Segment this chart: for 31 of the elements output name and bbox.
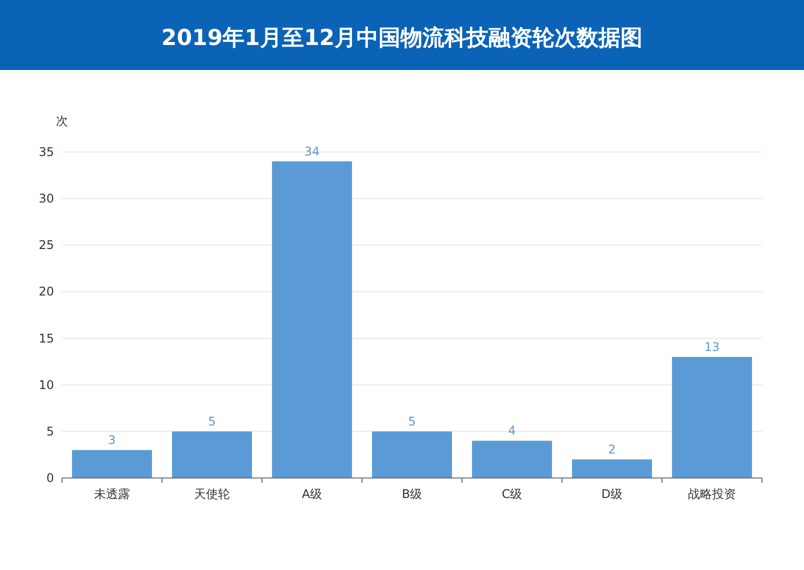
bar <box>672 356 752 478</box>
bar <box>72 450 152 478</box>
y-tick-label: 20 <box>38 284 54 299</box>
bar <box>172 431 252 478</box>
x-tick-label: B级 <box>402 487 422 501</box>
y-axis-title: 次 <box>56 114 68 128</box>
x-tick-label: C级 <box>502 487 522 501</box>
y-tick-label: 35 <box>38 145 54 159</box>
bar <box>572 459 652 478</box>
data-label: 2 <box>608 442 616 456</box>
data-label: 4 <box>508 424 516 438</box>
chart-title: 2019年1月至12月中国物流科技融资轮次数据图 <box>161 25 643 51</box>
data-label: 3 <box>108 433 116 448</box>
y-tick-label: 5 <box>46 424 54 438</box>
data-label: 13 <box>704 340 720 354</box>
y-tick-label: 0 <box>46 471 54 485</box>
y-tick-label: 25 <box>38 238 54 252</box>
bar <box>472 440 552 478</box>
bar <box>372 431 452 478</box>
data-label: 34 <box>304 144 320 158</box>
data-label: 5 <box>408 414 416 428</box>
data-label: 5 <box>208 414 216 428</box>
x-tick-label: 未透露 <box>94 487 130 501</box>
x-tick-label: 天使轮 <box>194 487 230 501</box>
x-tick-label: A级 <box>302 487 322 501</box>
y-tick-label: 10 <box>38 378 54 392</box>
x-tick-label: D级 <box>601 487 623 501</box>
y-tick-label: 15 <box>38 331 54 346</box>
bar <box>272 161 352 478</box>
x-tick-label: 战略投资 <box>688 487 736 501</box>
y-tick-label: 30 <box>38 192 54 206</box>
